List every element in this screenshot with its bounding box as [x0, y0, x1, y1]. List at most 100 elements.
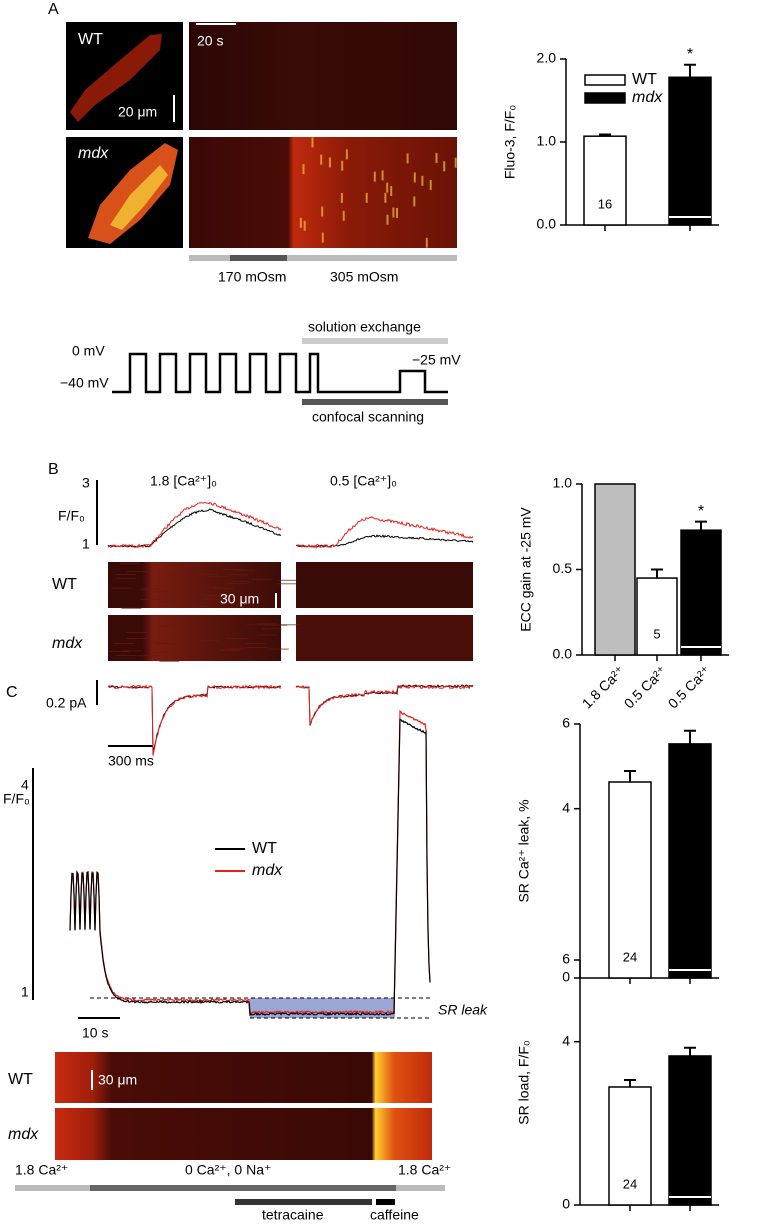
n-label: 7	[697, 626, 704, 641]
streak	[222, 649, 243, 651]
traces: WT mdx	[69, 137, 474, 1017]
streak	[386, 214, 389, 225]
streak	[373, 171, 376, 182]
bar	[636, 577, 678, 656]
solution-label: 0 Ca²⁺, 0 Na⁺	[185, 1162, 271, 1178]
n-label: 24	[623, 1176, 637, 1191]
streak	[225, 647, 246, 649]
y-tick-label: 4	[562, 1032, 570, 1048]
streak	[276, 579, 297, 581]
streak	[180, 565, 201, 567]
scale-label: 30 μm	[220, 591, 259, 607]
panel-letter: B	[48, 461, 59, 478]
linescan	[55, 1052, 432, 1103]
bar	[583, 135, 627, 226]
streak	[345, 149, 348, 160]
streak	[218, 650, 239, 652]
streak	[137, 655, 158, 657]
bar	[396, 1185, 445, 1191]
linescan-mdx	[189, 137, 457, 248]
y-tick-label: 2.0	[537, 50, 557, 66]
streak	[392, 207, 395, 218]
y-tick-label: 1.0	[537, 133, 557, 149]
streak	[276, 583, 297, 585]
y-axis-label: ECC gain at -25 mV	[518, 507, 534, 632]
streak	[207, 575, 228, 577]
streak	[201, 599, 222, 601]
n-label: 24	[623, 949, 637, 964]
streak	[321, 206, 324, 217]
linescan	[55, 1108, 432, 1160]
solution-label: 1.8 Ca²⁺	[398, 1162, 451, 1178]
streak	[182, 573, 203, 575]
streak	[126, 638, 147, 640]
legend-label: WT	[252, 840, 277, 857]
streak	[139, 588, 160, 590]
n-label: 18	[683, 949, 697, 964]
bar	[230, 255, 287, 261]
trace	[295, 684, 474, 725]
trace	[295, 534, 474, 548]
row-label: WT	[8, 1071, 33, 1088]
bar	[680, 529, 722, 656]
leak-label: SR leak	[438, 1002, 488, 1018]
streak	[340, 192, 343, 203]
streak	[122, 650, 143, 652]
y-axis-label: Fluo-3, F/F₀	[502, 105, 518, 179]
trace	[107, 684, 282, 756]
streak	[111, 587, 132, 589]
condition: 1.8 [Ca²⁺]₀	[150, 473, 217, 489]
streak	[299, 217, 302, 228]
trace	[107, 501, 282, 549]
streak	[121, 607, 142, 609]
streak	[157, 601, 178, 603]
error-bar	[624, 769, 636, 782]
streak	[115, 574, 136, 575]
trace-scale: 4	[21, 777, 29, 793]
streak	[421, 175, 424, 186]
error-bar	[599, 133, 611, 137]
streak	[146, 642, 167, 644]
trace-label: F/F₀	[58, 508, 85, 524]
y-axis-label: SR load, F/F₀	[516, 1040, 532, 1125]
error-bar	[684, 63, 696, 78]
error-bar	[695, 520, 707, 531]
streak	[252, 578, 272, 580]
row-label: WT	[52, 576, 77, 593]
legend-label: mdx	[632, 89, 663, 106]
streak	[167, 574, 188, 576]
bar	[287, 255, 457, 261]
streak	[115, 577, 136, 579]
row-label: mdx	[78, 145, 109, 162]
streak	[302, 164, 305, 175]
streak	[126, 632, 147, 634]
linescan	[108, 562, 281, 608]
streak	[341, 160, 344, 171]
streak	[202, 597, 223, 599]
trace	[295, 684, 474, 726]
streak	[153, 643, 174, 645]
streak	[147, 591, 168, 593]
streak	[126, 571, 147, 573]
streak	[386, 182, 389, 193]
protocol-trace	[112, 352, 448, 394]
bar	[302, 338, 448, 344]
bar	[90, 1185, 396, 1191]
level-label: 0 mV	[72, 343, 105, 359]
bar	[189, 255, 230, 261]
cell	[70, 34, 162, 122]
layout	[15, 22, 473, 1205]
bar	[376, 1199, 395, 1205]
scale-label: 20 μm	[118, 104, 157, 120]
legend-label: WT	[632, 71, 657, 88]
error-bar	[624, 1079, 636, 1087]
y-tick-label: 6	[562, 715, 570, 731]
bar	[668, 743, 712, 979]
streak	[443, 161, 446, 172]
bar	[594, 483, 636, 656]
scale-label: 30 μm	[98, 1072, 137, 1088]
bar	[15, 1185, 90, 1191]
y-tick-label: 6	[562, 951, 570, 967]
y-tick-label: 1.0	[553, 475, 573, 491]
